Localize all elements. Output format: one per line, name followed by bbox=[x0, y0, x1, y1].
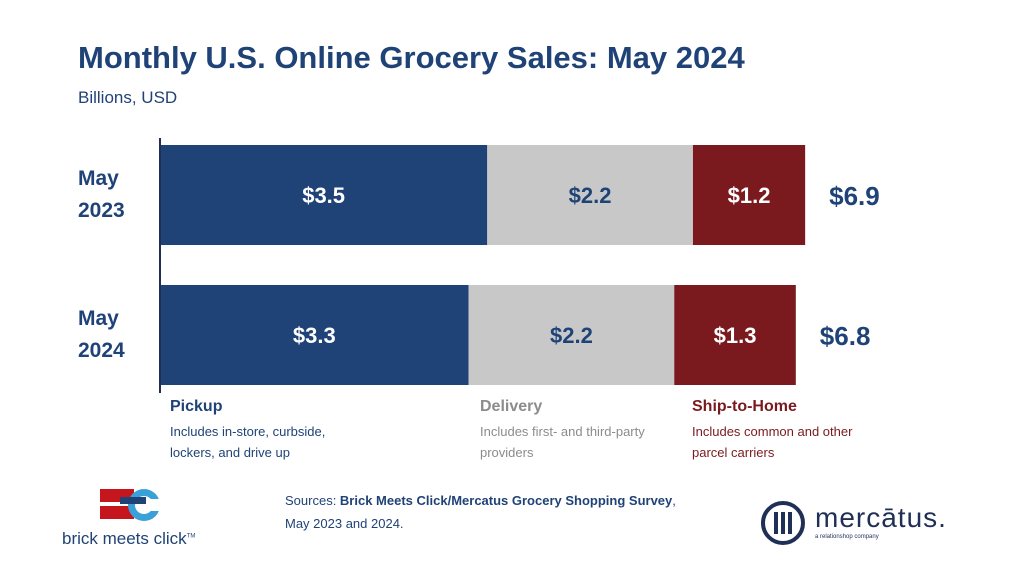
mercatus-wordmark: mercātus. bbox=[815, 502, 947, 533]
sources-name: Brick Meets Click/Mercatus Grocery Shopp… bbox=[339, 493, 673, 508]
data-label: $3.3 bbox=[293, 323, 336, 348]
category-label: 2023 bbox=[78, 199, 125, 222]
brick-meets-click-logo: brick meets clickTM bbox=[62, 485, 242, 550]
data-label: $1.3 bbox=[714, 323, 757, 348]
bar-delivery-1 bbox=[468, 285, 675, 385]
mercatus-logo-mark-icon bbox=[761, 501, 805, 545]
bar-pickup-0 bbox=[160, 145, 488, 245]
legend-pickup-name: Pickup bbox=[170, 398, 223, 415]
bmc-logo-mark-icon bbox=[100, 489, 164, 521]
legend-pickup: Pickup Includes in-store, curbside, lock… bbox=[170, 398, 360, 463]
legend-delivery-desc: Includes first- and third-party provider… bbox=[480, 424, 645, 460]
total-label: $6.8 bbox=[820, 321, 871, 351]
category-label: 2024 bbox=[78, 339, 125, 362]
data-label: $1.2 bbox=[728, 183, 771, 208]
category-label: May bbox=[78, 307, 119, 330]
legend-ship-desc: Includes common and other parcel carrier… bbox=[692, 424, 853, 460]
data-label: $2.2 bbox=[550, 323, 593, 348]
sources-date: May 2023 and 2024. bbox=[285, 516, 404, 531]
legend-ship-to-home: Ship-to-Home Includes common and other p… bbox=[692, 398, 882, 463]
chart-subtitle: Billions, USD bbox=[78, 88, 178, 107]
bar-pickup-1 bbox=[160, 285, 469, 385]
sources-note: Sources: Brick Meets Click/Mercatus Groc… bbox=[285, 493, 676, 531]
data-label: $2.2 bbox=[569, 183, 612, 208]
category-label: May bbox=[78, 167, 119, 190]
chart-title: Monthly U.S. Online Grocery Sales: May 2… bbox=[78, 40, 745, 75]
bar-ship-to-home-1 bbox=[674, 285, 796, 385]
legend-ship-name: Ship-to-Home bbox=[692, 398, 797, 415]
data-label: $3.5 bbox=[302, 183, 345, 208]
bar-ship-to-home-0 bbox=[692, 145, 806, 245]
stacked-bar-chart: $3.5 $2.2 $1.2 $6.9 May 2023 $3.3 $2.2 $1.3 $6.8 M… bbox=[78, 138, 880, 393]
total-label: $6.9 bbox=[829, 181, 880, 211]
mercatus-tagline: a relationshop company bbox=[815, 534, 879, 540]
legend-delivery: Delivery Includes first- and third-party… bbox=[480, 398, 670, 463]
legend-pickup-desc: Includes in-store, curbside, lockers, an… bbox=[170, 424, 326, 460]
mercatus-logo: mercātus. a relationshop company bbox=[760, 500, 980, 550]
legend-delivery-name: Delivery bbox=[480, 398, 543, 415]
bmc-logo-text: brick meets clickTM bbox=[62, 529, 196, 548]
bar-delivery-0 bbox=[487, 145, 693, 245]
